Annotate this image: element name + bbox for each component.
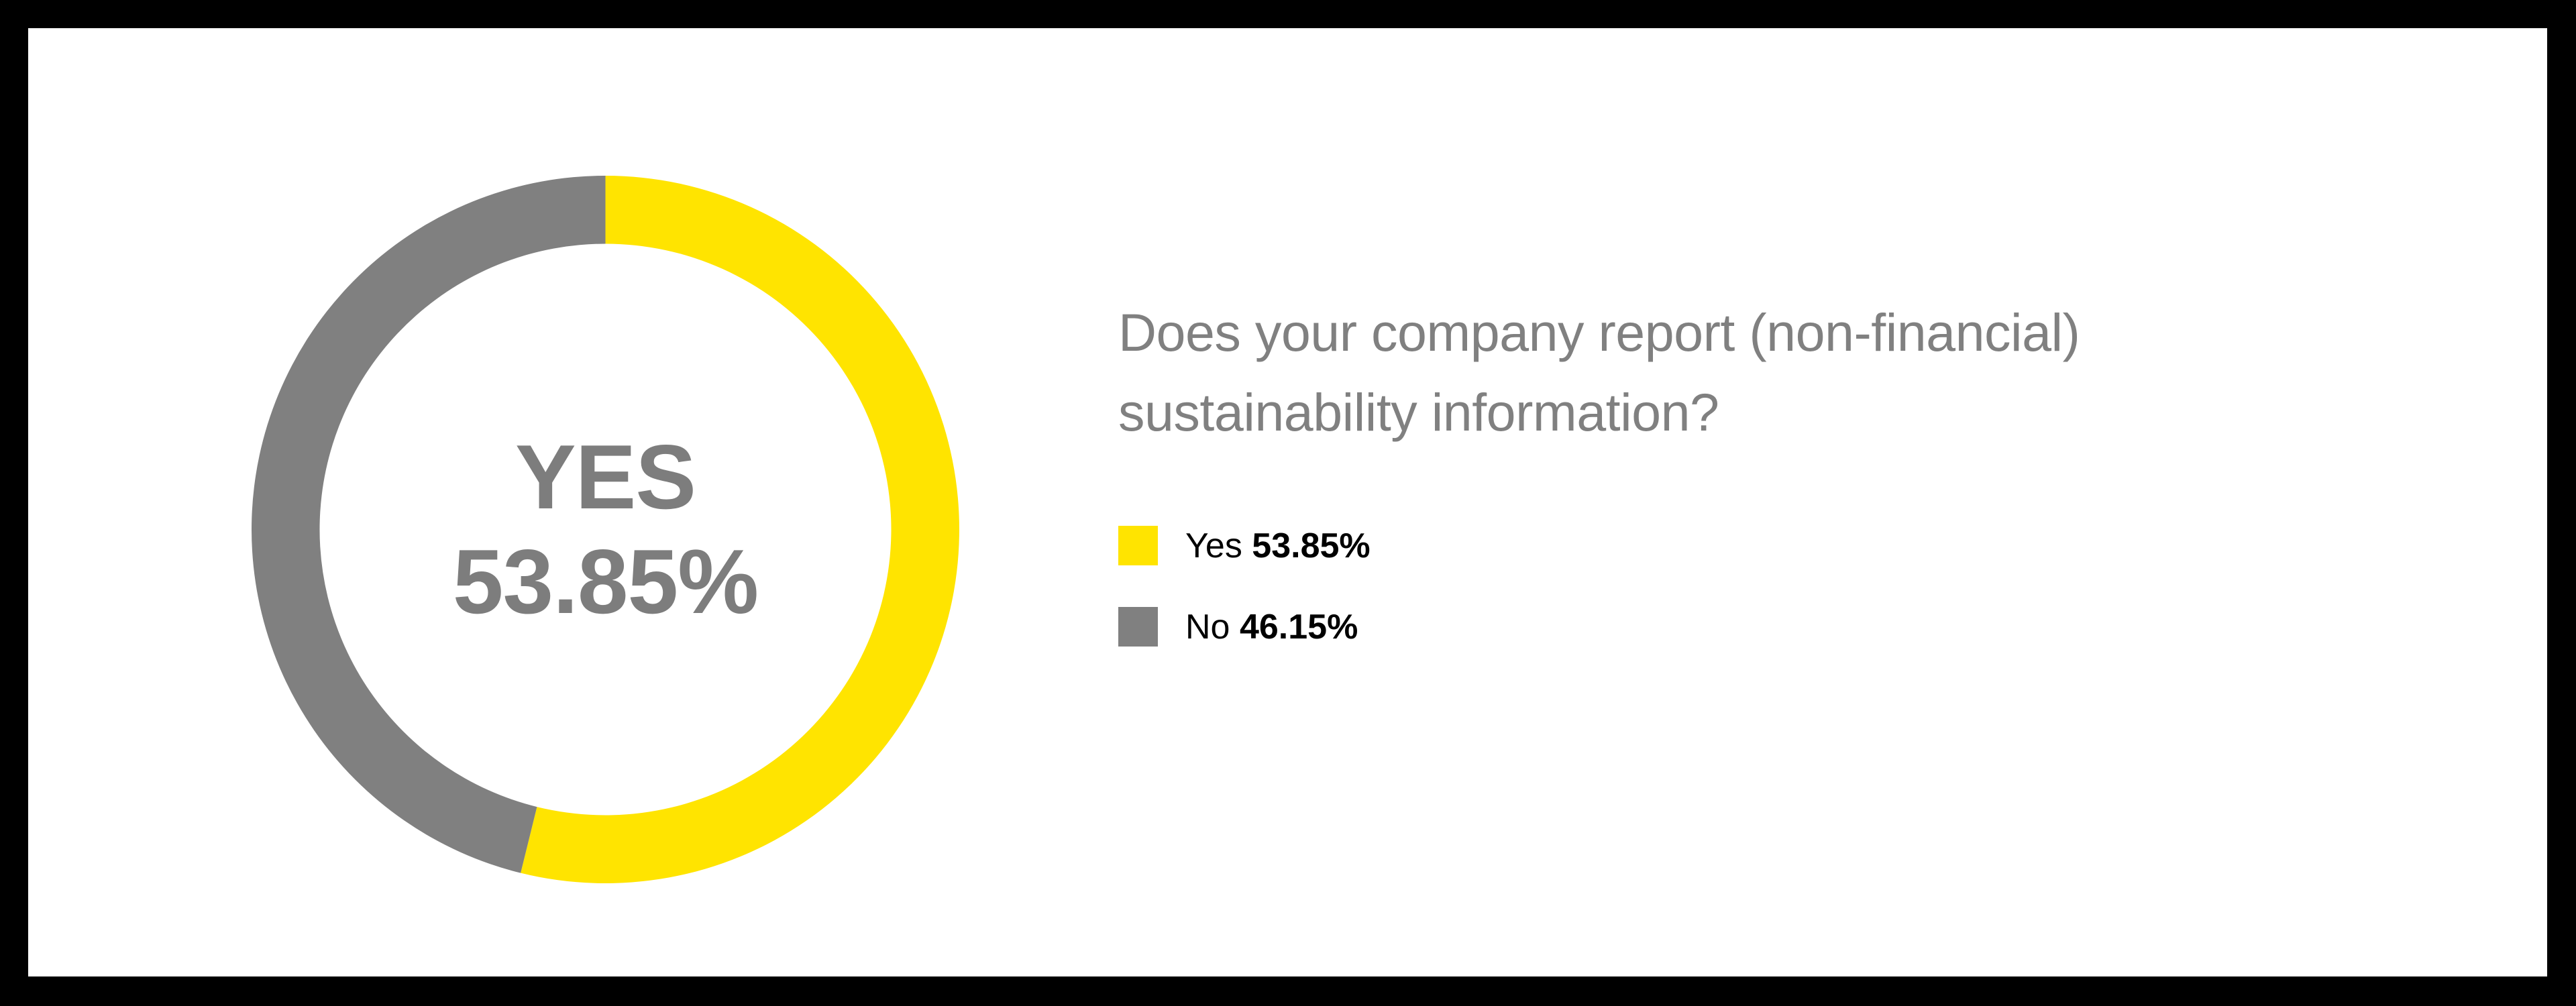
donut-chart-svg — [252, 176, 959, 883]
legend-item-no[interactable]: No 46.15% — [1118, 607, 2460, 647]
legend-percent-no: 46.15% — [1239, 607, 1358, 647]
legend-swatch-no-icon — [1118, 607, 1158, 647]
chart-legend: Yes 53.85% No 46.15% — [1118, 526, 2460, 647]
chart-question-title: Does your company report (non-financial)… — [1118, 302, 2080, 442]
legend-item-yes[interactable]: Yes 53.85% — [1118, 526, 2460, 565]
legend-percent-yes: 53.85% — [1252, 526, 1371, 565]
legend-swatch-yes-icon — [1118, 526, 1158, 565]
donut-slice-no[interactable] — [252, 176, 606, 873]
chart-info: Does your company report (non-financial)… — [1118, 293, 2460, 647]
legend-name-yes: Yes — [1185, 526, 1242, 565]
donut-slice-yes[interactable] — [521, 176, 959, 883]
donut-chart: YES 53.85% — [252, 176, 959, 883]
legend-label-no: No 46.15% — [1185, 610, 1358, 645]
legend-label-yes: Yes 53.85% — [1185, 528, 1371, 563]
content-panel: YES 53.85% Does your company report (non… — [28, 28, 2547, 976]
legend-name-no: No — [1185, 607, 1230, 647]
